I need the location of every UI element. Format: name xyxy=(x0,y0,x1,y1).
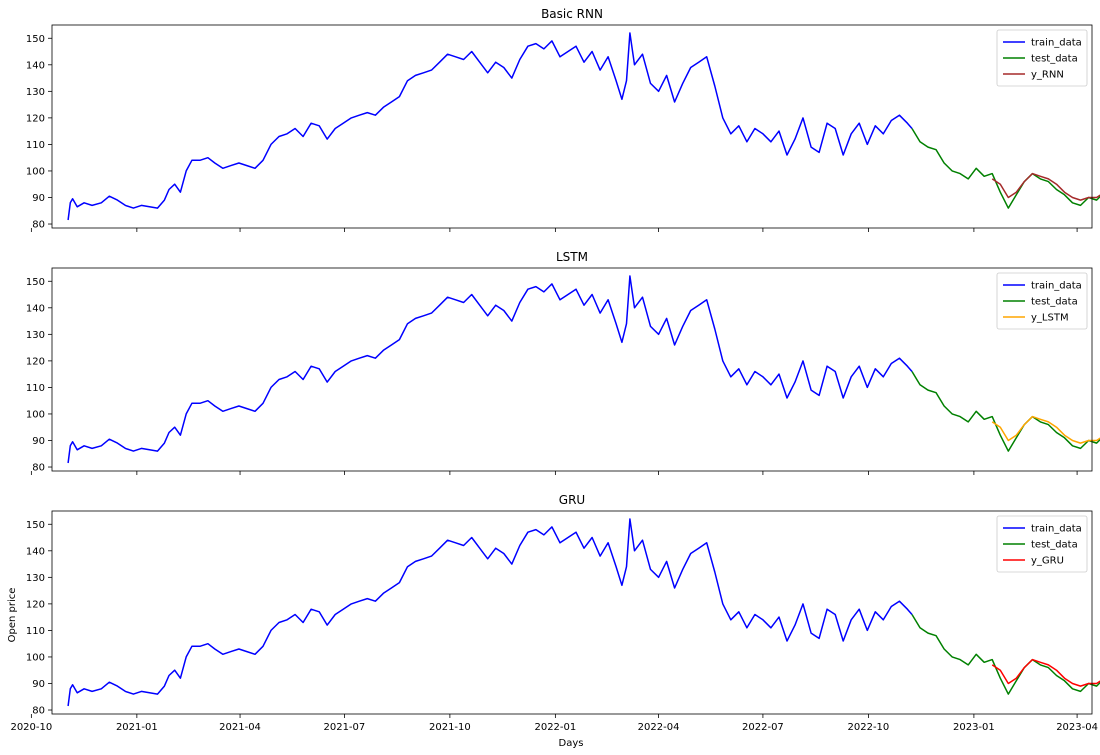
plot-frame xyxy=(51,510,1093,715)
x-tick-label: 2022-01 xyxy=(534,722,576,733)
series-line xyxy=(67,32,913,221)
series-line xyxy=(991,172,1100,201)
y-tick-label: 140 xyxy=(26,60,45,71)
y-tick-label: 120 xyxy=(26,113,45,124)
y-tick-label: 110 xyxy=(26,140,45,151)
y-tick-label: 130 xyxy=(26,330,45,341)
chart-panel: GRU 80 90 100 110 120 130 140 150 2020-10 2021-01 2… xyxy=(10,493,1100,733)
x-axis-label: Days xyxy=(559,738,584,749)
x-tick-label: 2023-04 xyxy=(1056,722,1098,733)
series-line xyxy=(911,614,1100,695)
y-tick-label: 110 xyxy=(26,383,45,394)
chart-title: Basic RNN xyxy=(541,7,603,21)
legend-label: train_data xyxy=(1031,524,1082,535)
y-tick-label: 90 xyxy=(32,193,45,204)
legend-label: test_data xyxy=(1031,297,1078,308)
y-axis-label: Open price xyxy=(7,588,18,643)
y-tick-label: 110 xyxy=(26,626,45,637)
y-tick-label: 80 xyxy=(32,463,45,474)
plot-frame xyxy=(51,24,1093,229)
legend-box xyxy=(996,515,1088,573)
y-tick-label: 130 xyxy=(26,573,45,584)
chart-title: LSTM xyxy=(556,250,588,264)
x-tick-label: 2023-01 xyxy=(953,722,995,733)
legend-label: y_LSTM xyxy=(1031,313,1069,324)
series-line xyxy=(991,415,1100,444)
x-tick-label: 2020-10 xyxy=(10,722,52,733)
x-tick-label: 2022-10 xyxy=(848,722,890,733)
y-tick-label: 100 xyxy=(26,409,45,420)
series-line xyxy=(67,518,913,707)
x-tick-label: 2021-01 xyxy=(116,722,158,733)
x-tick-label: 2021-07 xyxy=(323,722,365,733)
legend-label: train_data xyxy=(1031,281,1082,292)
chart-panel: Basic RNN 80 90 100 110 120 130 140 150 train_dat… xyxy=(26,7,1100,232)
x-tick-label: 2022-07 xyxy=(742,722,784,733)
y-tick-label: 120 xyxy=(26,356,45,367)
y-tick-label: 90 xyxy=(32,436,45,447)
y-tick-label: 130 xyxy=(26,87,45,98)
y-tick-label: 90 xyxy=(32,679,45,690)
series-line xyxy=(991,658,1100,687)
y-tick-label: 80 xyxy=(32,220,45,231)
legend: train_data test_data y_LSTM xyxy=(996,272,1088,330)
series-line xyxy=(911,128,1100,209)
legend: train_data test_data y_GRU xyxy=(996,515,1088,573)
y-tick-label: 140 xyxy=(26,546,45,557)
legend-label: train_data xyxy=(1031,38,1082,49)
y-tick-label: 100 xyxy=(26,166,45,177)
x-tick-label: 2022-04 xyxy=(638,722,680,733)
legend-box xyxy=(996,272,1088,330)
series-line xyxy=(911,371,1100,452)
x-tick-label: 2021-10 xyxy=(429,722,471,733)
chart-panels: Basic RNN 80 90 100 110 120 130 140 150 train_dat… xyxy=(10,7,1100,733)
y-tick-label: 140 xyxy=(26,303,45,314)
chart-title: GRU xyxy=(559,493,585,507)
chart-panel: LSTM 80 90 100 110 120 130 140 150 train_datatest… xyxy=(26,250,1100,475)
y-tick-label: 150 xyxy=(26,277,45,288)
y-tick-label: 120 xyxy=(26,599,45,610)
y-tick-label: 150 xyxy=(26,520,45,531)
legend: train_data test_data y_RNN xyxy=(996,29,1088,87)
legend-label: y_GRU xyxy=(1031,556,1064,567)
legend-box xyxy=(996,29,1088,87)
y-tick-label: 80 xyxy=(32,706,45,717)
plot-frame xyxy=(51,267,1093,472)
legend-label: test_data xyxy=(1031,540,1078,551)
legend-label: test_data xyxy=(1031,54,1078,65)
legend-label: y_RNN xyxy=(1031,70,1064,81)
y-tick-label: 100 xyxy=(26,652,45,663)
x-tick-label: 2021-04 xyxy=(219,722,261,733)
y-tick-label: 150 xyxy=(26,34,45,45)
series-line xyxy=(67,275,913,464)
